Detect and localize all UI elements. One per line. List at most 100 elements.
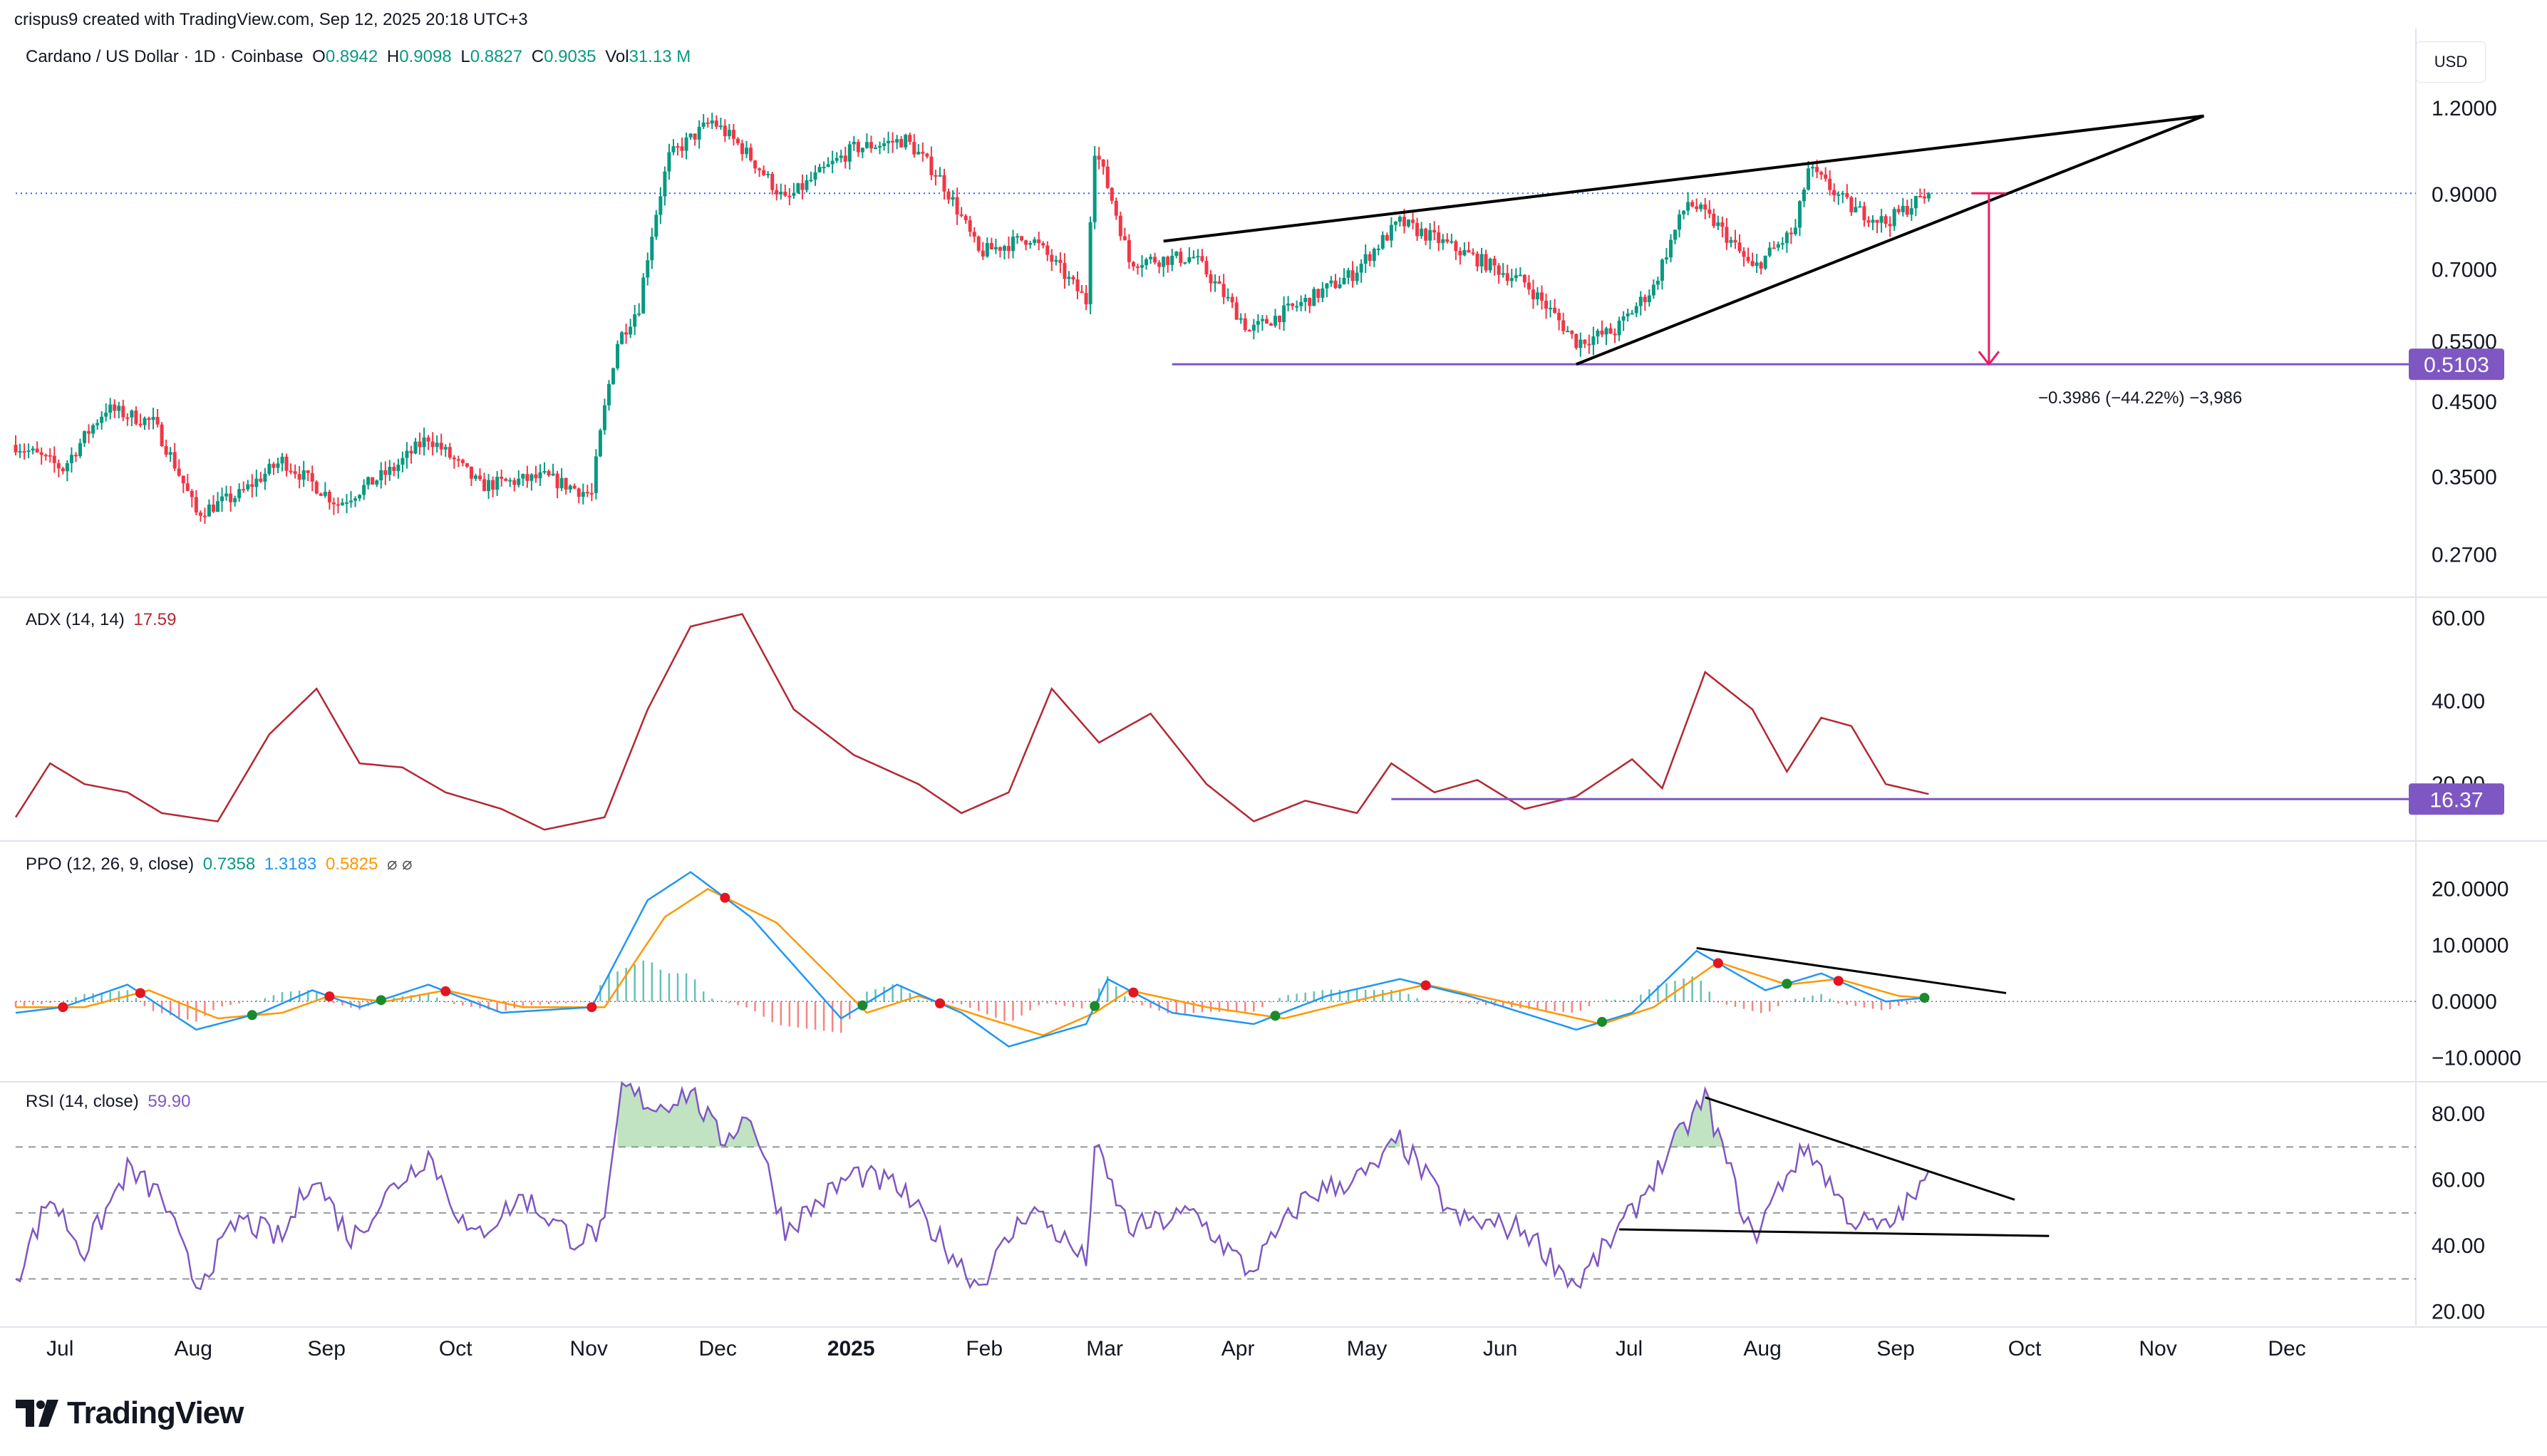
candle-body [443,447,448,450]
candle-body [138,423,143,425]
candle-body [740,143,744,155]
candle-body [1836,194,1841,196]
candle-body [409,450,413,454]
candle-body [327,492,331,502]
candle-body [1617,320,1621,336]
candle-body [1196,256,1200,258]
candle-body [1488,258,1492,271]
candle-body [1626,313,1630,316]
candle-body [1308,297,1312,306]
candle-body [125,417,130,419]
candle-body [1299,301,1303,306]
candle-body [787,195,792,197]
candle-body [426,437,430,442]
candle-body [727,130,731,137]
candle-body [1549,307,1553,309]
time-axis-label: 2025 [827,1337,875,1361]
candle-body [1105,166,1110,188]
candle-body [955,197,959,215]
candle-body [1088,222,1092,304]
candle-body [633,314,637,327]
adx-legend[interactable]: ADX (14, 14) 17.59 [26,610,180,630]
candle-body [1879,216,1884,223]
candle-body [254,478,259,487]
candle-body [989,243,993,249]
candle-body [572,485,577,489]
candle-body [388,467,392,475]
candle-body [749,148,753,161]
candle-body [1251,324,1256,331]
candle-body [379,470,383,481]
rsi-trendline [1705,1096,2015,1201]
candle-body [306,470,310,473]
rsi-axis-tick: 80.00 [2432,1103,2485,1126]
candle-body [1122,236,1127,240]
candle-body [1092,155,1097,222]
candle-body [1230,296,1234,303]
candle-body [654,215,658,237]
time-axis-label: Aug [1743,1337,1781,1361]
rsi-axis-tick: 60.00 [2432,1169,2485,1192]
ppo-legend[interactable]: PPO (12, 26, 9, close) 0.7358 1.3183 0.5… [26,854,417,874]
adx-axis-tick: 60.00 [2432,606,2485,630]
candle-body [1475,253,1479,267]
rsi-legend[interactable]: RSI (14, close) 59.90 [26,1092,195,1112]
candle-body [1269,323,1273,326]
candle-body [344,502,348,504]
candle-body [460,460,465,463]
candle-body [671,146,676,153]
symbol-label: Cardano / US Dollar · 1D · Coinbase [26,47,304,66]
candle-body [1187,257,1192,262]
candle-body [1020,236,1024,241]
candle-body [504,478,508,481]
candle-body [521,474,525,479]
ohlc-close: C0.9035 [531,47,596,66]
tradingview-logo[interactable]: TradingView [16,1393,244,1433]
candle-body [1221,284,1226,297]
candle-body [1239,318,1243,320]
candle-body [1415,222,1420,237]
candle-body [620,332,624,344]
candle-body [564,477,568,490]
candle-body [606,383,611,406]
tradingview-logo-icon [16,1400,58,1427]
candle-body [267,463,272,474]
candle-body [1471,252,1475,254]
candle-body [1420,228,1424,237]
candle-body [1247,330,1251,332]
candle-body [147,418,151,420]
candle-body [1651,284,1655,296]
candle-body [297,474,301,480]
candle-body [52,455,56,463]
candle-body [160,424,164,446]
candle-body [276,463,280,468]
currency-button[interactable]: USD [2416,41,2486,83]
time-axis-label: Nov [2139,1337,2176,1361]
ppo-cross-dot [324,991,335,1002]
candle-body [1720,222,1725,227]
candle-body [1359,263,1363,273]
ppo-axis-tick: −10.0000 [2432,1046,2521,1070]
candle-body [1450,241,1454,243]
candle-body [1811,167,1815,169]
time-axis-label: Mar [1086,1337,1123,1361]
candle-body [559,477,564,489]
main-legend[interactable]: Cardano / US Dollar · 1D · Coinbase O0.8… [26,47,695,67]
candle-body [319,493,323,496]
candle-body [1063,263,1067,279]
candle-body [1432,229,1437,233]
time-axis-label: Oct [439,1337,472,1361]
candle-body [108,404,113,413]
candle-body [1574,334,1579,348]
candle-body [1712,213,1716,227]
candle-body [358,495,362,499]
candle-body [882,143,887,146]
candle-body [48,455,52,457]
ppo-cross-dot [720,892,730,903]
candle-body [1884,216,1888,224]
candle-body [667,152,671,172]
candle-body [968,220,972,232]
candle-body [753,160,758,169]
candle-body [22,451,26,453]
